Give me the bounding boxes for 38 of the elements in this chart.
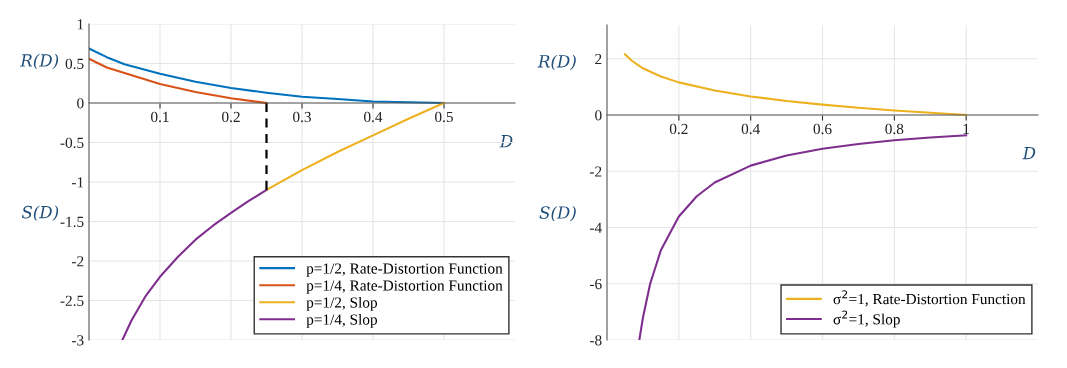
y-tick-label: -4 bbox=[589, 222, 602, 233]
y-tick-label: 0.5 bbox=[65, 58, 84, 70]
line-series bbox=[638, 134, 968, 340]
x-tick-label: 0.4 bbox=[741, 123, 760, 135]
y-tick-label: 0 bbox=[77, 98, 84, 109]
y-tick-label: -0.5 bbox=[60, 137, 84, 149]
y-tick-label: 1 bbox=[77, 19, 84, 30]
legend-label: p=1/2, Rate-Distortion Function bbox=[306, 263, 503, 277]
x-tick-label: 0.5 bbox=[435, 111, 453, 123]
x-tick-label: 0.8 bbox=[885, 123, 904, 135]
x-tick-label: 0.2 bbox=[222, 111, 240, 123]
y-tick-label: 0 bbox=[595, 110, 602, 121]
y-tick-label: -8 bbox=[589, 335, 602, 346]
y-tick-label: -2 bbox=[71, 256, 84, 267]
y-tick-label: -6 bbox=[589, 278, 602, 290]
y-axis-title: R(D) bbox=[20, 53, 59, 70]
x-axis-title: D bbox=[1022, 147, 1036, 160]
text: S(D) bbox=[21, 205, 59, 221]
legend-label: p=1/4, Slop bbox=[306, 313, 378, 328]
legend-label: σ$^{2}$=1, Slop bbox=[833, 310, 900, 328]
x-tick-label: 1 bbox=[963, 123, 970, 134]
x-tick-label: 0.1 bbox=[151, 111, 169, 123]
y-tick-label: -3 bbox=[71, 335, 84, 346]
y-tick-label: -1 bbox=[71, 177, 84, 188]
legend-label: p=1/4, Rate-Distortion Function bbox=[306, 280, 503, 294]
text: S(D) bbox=[539, 205, 576, 222]
legend-label: σ$^{2}$=1, Rate-Distortion Function bbox=[833, 290, 1026, 307]
line-series bbox=[121, 188, 268, 340]
y-tick-label: -2.5 bbox=[60, 295, 84, 307]
y-axis-title: R(D) bbox=[537, 54, 576, 70]
x-tick-label: 0.4 bbox=[364, 111, 383, 123]
x-tick-label: 0.3 bbox=[293, 111, 311, 123]
x-tick-label: 0.2 bbox=[669, 123, 688, 135]
legend-label: p=1/2, Slop bbox=[306, 296, 378, 311]
y-tick-label: -2 bbox=[589, 166, 602, 177]
x-tick-label: 0.6 bbox=[813, 123, 832, 135]
y-tick-label: -1.5 bbox=[60, 216, 84, 228]
y-tick-label: 2 bbox=[595, 53, 602, 65]
